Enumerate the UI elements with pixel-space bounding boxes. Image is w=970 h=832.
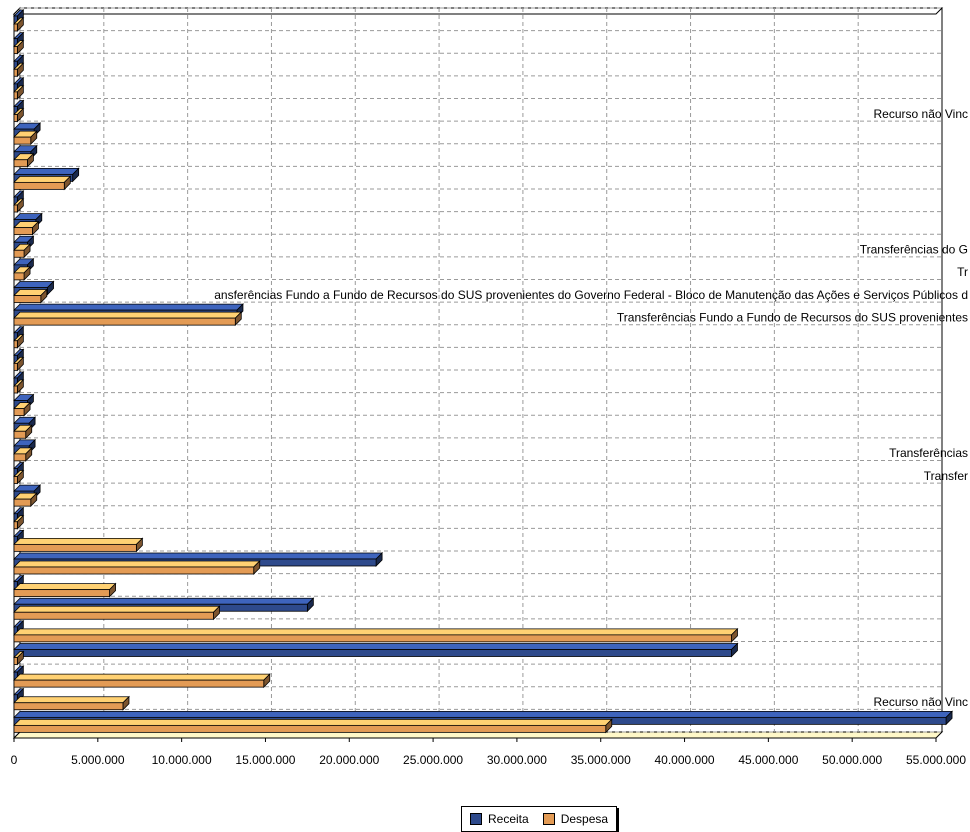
bar-receita	[13, 642, 739, 658]
plot-floor	[12, 731, 944, 739]
bar-despesa	[13, 537, 144, 553]
bar-despesa	[13, 560, 261, 575]
x-tick-label: 40.000.000	[655, 753, 715, 767]
bar-despesa	[13, 356, 25, 372]
bar-despesa	[13, 107, 25, 123]
bar-despesa	[13, 492, 38, 508]
bar-despesa	[13, 605, 221, 621]
bars-layer	[13, 9, 954, 734]
x-tick-label: 0	[11, 753, 18, 767]
bar-despesa	[13, 718, 613, 734]
bar-despesa	[13, 446, 33, 462]
bar-despesa	[13, 175, 72, 191]
bar-despesa	[13, 401, 32, 417]
legend: Receita Despesa	[461, 806, 618, 832]
bar-despesa	[13, 582, 117, 598]
bar-despesa	[13, 288, 48, 304]
bar-despesa	[13, 265, 32, 281]
x-tick-label: 45.000.000	[738, 753, 798, 767]
legend-label-despesa: Despesa	[560, 812, 609, 826]
bar-despesa	[13, 695, 130, 711]
bar-despesa	[13, 62, 25, 78]
x-tick-label: 50.000.000	[822, 753, 882, 767]
bar-despesa	[13, 514, 25, 530]
plot-top-edge	[12, 7, 944, 15]
x-tick-label: 10.000.000	[152, 753, 212, 767]
bar-despesa	[13, 198, 25, 213]
bar-despesa	[13, 311, 243, 327]
legend-swatch-receita	[470, 813, 482, 825]
bar-despesa	[13, 673, 271, 689]
legend-item-despesa: Despesa	[542, 812, 609, 826]
bar-despesa	[13, 17, 25, 32]
x-tick-label: 30.000.000	[487, 753, 547, 767]
category-label: ansferências Fundo a Fundo de Recursos d…	[214, 288, 968, 302]
x-tick-label: 25.000.000	[403, 753, 463, 767]
bar-despesa	[13, 152, 35, 168]
bar-despesa	[13, 39, 25, 55]
x-tick-label: 20.000.000	[319, 753, 379, 767]
bar-despesa	[13, 424, 33, 440]
bar-despesa	[13, 243, 32, 259]
bar-receita	[13, 99, 25, 115]
category-label: Transferências do G	[860, 243, 968, 257]
bar-despesa	[13, 333, 25, 349]
category-label: Recurso não Vinc	[874, 695, 969, 709]
category-label: Recurso não Vinc	[874, 107, 969, 121]
x-tick-label: 55.000.000	[906, 753, 966, 767]
category-label: Transfer	[924, 469, 968, 483]
x-tick-label: 35.000.000	[571, 753, 631, 767]
category-label: Tr	[957, 265, 968, 279]
legend-item-receita: Receita	[470, 812, 529, 826]
category-label: Transferências	[889, 446, 968, 460]
x-tick-label: 5.000.000	[71, 753, 125, 767]
legend-label-receita: Receita	[488, 812, 529, 826]
category-label: Transferências Fundo a Fundo de Recursos…	[617, 310, 968, 324]
x-tick-label: 15.000.000	[235, 753, 295, 767]
bar-despesa	[13, 130, 38, 146]
x-axis: 0 5.000.000 10.000.000 15.000.000 20.000.000…	[11, 737, 966, 767]
bar-despesa	[13, 220, 40, 236]
bar-despesa	[13, 84, 25, 100]
bar-despesa	[13, 650, 25, 666]
bar-despesa	[13, 379, 25, 394]
bar-despesa	[13, 627, 739, 643]
bar-despesa	[13, 469, 25, 485]
legend-swatch-despesa	[542, 813, 555, 825]
